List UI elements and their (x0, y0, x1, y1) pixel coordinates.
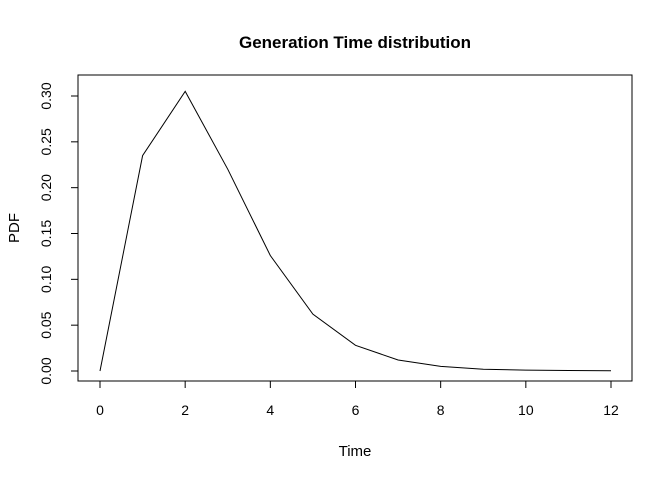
y-tick-label: 0.15 (38, 220, 54, 247)
x-tick-label: 10 (518, 402, 534, 418)
series-group (99, 90, 612, 372)
y-tick-label: 0.10 (38, 265, 54, 292)
x-tick-label: 0 (96, 402, 104, 418)
y-axis: 0.00 0.05 0.10 0.15 0.20 0.25 0.30 (38, 82, 79, 385)
x-axis-label: Time (339, 443, 372, 460)
x-tick-label: 12 (603, 402, 619, 418)
y-tick-label: 0.05 (38, 311, 54, 338)
chart-title: Generation Time distribution (239, 33, 471, 52)
x-tick-label: 6 (352, 402, 360, 418)
x-axis: 0 2 4 6 8 10 12 (96, 380, 619, 418)
plot-frame (77, 74, 633, 382)
x-tick-label: 4 (266, 402, 274, 418)
y-tick-label: 0.00 (38, 357, 54, 384)
x-tick-label: 8 (437, 402, 445, 418)
x-tick-label: 2 (181, 402, 189, 418)
y-tick-label: 0.25 (38, 128, 54, 155)
y-tick-label: 0.20 (38, 174, 54, 201)
y-tick-label: 0.30 (38, 82, 54, 109)
y-axis-label: PDF (6, 213, 23, 243)
series-line-0 (99, 90, 612, 372)
